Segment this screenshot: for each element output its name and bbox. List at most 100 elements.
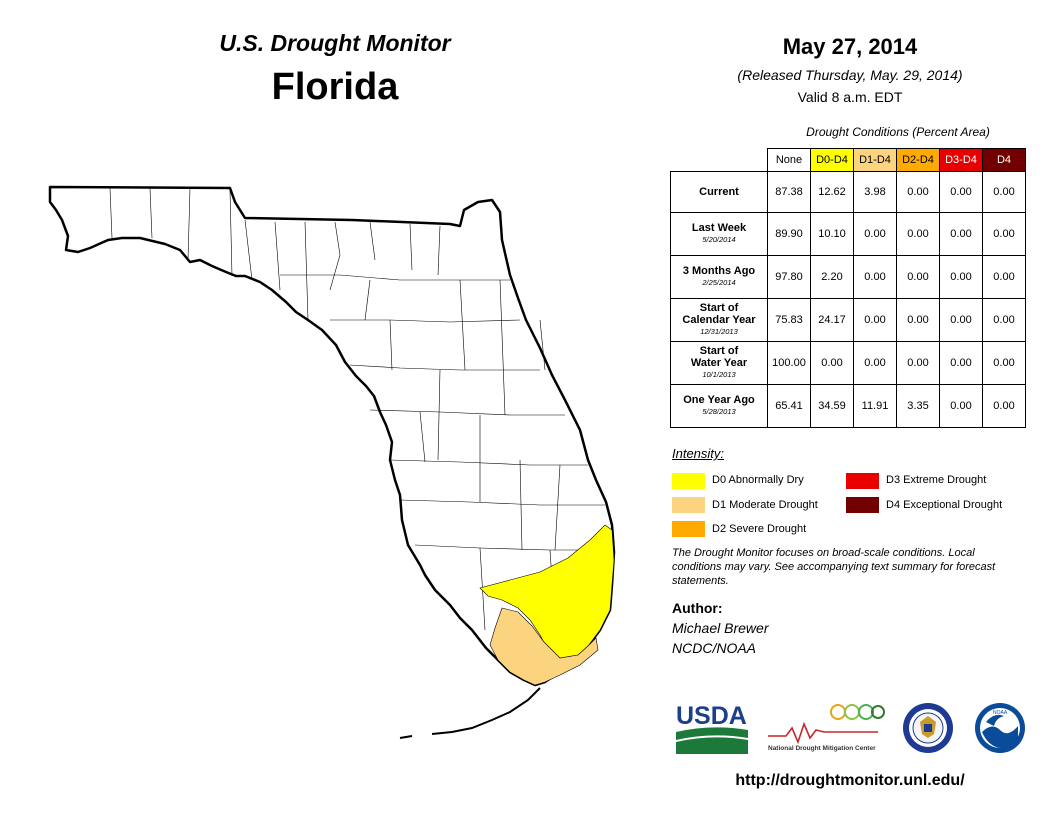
ndmc-logo-text: National Drought Mitigation Center [768,745,876,752]
row-label: One Year Ago 5/28/2013 [670,384,768,428]
table-body: Current 87.38 12.62 3.98 0.00 0.00 0.00 Last We… [670,171,1026,428]
table-cell: 0.00 [896,171,940,213]
table-cell: 0.00 [853,298,897,342]
table-row: Current 87.38 12.62 3.98 0.00 0.00 0.00 [670,171,1026,213]
row-label-text: Last Week [691,222,747,234]
table-cell: 0.00 [982,255,1026,299]
table-cell: 65.41 [767,384,811,428]
florida-map [48,185,616,739]
column-header: D2-D4 [896,148,940,172]
table-cell: 87.38 [767,171,811,213]
legend-swatch-d3 [846,473,879,489]
table-cell: 0.00 [939,212,983,256]
table-cell: 89.90 [767,212,811,256]
row-label: Current [670,171,768,213]
row-sublabel: 5/20/2014 [702,235,736,244]
table-cell: 3.98 [853,171,897,213]
legend-swatch-d0 [672,473,705,489]
table-cell: 0.00 [896,212,940,256]
table-cell: 0.00 [939,341,983,385]
table-cell: 0.00 [810,341,854,385]
table-cell: 11.91 [853,384,897,428]
legend-label-d2: D2 Severe Drought [712,523,807,535]
table-cell: 34.59 [810,384,854,428]
florida-keys [431,687,541,735]
table-cell: 10.10 [810,212,854,256]
row-sublabel: 10/1/2013 [702,370,736,379]
ndmc-logo[interactable]: National Drought Mitigation Center [766,700,886,754]
table-cell: 12.62 [810,171,854,213]
map-date: May 27, 2014 [782,34,918,59]
legend-label-d1: D1 Moderate Drought [712,499,818,511]
row-label: 3 Months Ago 2/25/2014 [670,255,768,299]
table-cell: 0.00 [939,384,983,428]
d0-abnormally-dry-area [479,524,615,659]
column-header: D4 [982,148,1026,172]
table-cell: 0.00 [896,255,940,299]
legend-swatch-d2 [672,521,705,537]
table-cell: 3.35 [896,384,940,428]
row-label: Last Week 5/20/2014 [670,212,768,256]
table-cell: 0.00 [853,341,897,385]
table-cell: 0.00 [982,298,1026,342]
table-cell: 0.00 [939,298,983,342]
usda-logo[interactable]: USDA [674,700,750,754]
author-org: NCDC/NOAA [672,640,757,656]
noaa-logo[interactable]: NOAA [974,702,1026,754]
row-label-text: Start of Water Year [690,345,748,369]
table-cell: 2.20 [810,255,854,299]
table-cell: 97.80 [767,255,811,299]
legend-swatch-d4 [846,497,879,513]
table-cell: 100.00 [767,341,811,385]
florida-keys-west [399,735,413,739]
column-header: None [767,148,811,172]
row-label: Start of Calendar Year 12/31/2013 [670,298,768,342]
table-caption: Drought Conditions (Percent Area) [806,125,990,139]
table-row: One Year Ago 5/28/2013 65.41 34.59 11.91 3.35… [670,384,1026,428]
row-sublabel: 12/31/2013 [700,327,738,336]
drought-conditions-table: None D0-D4 D1-D4 D2-D4 D3-D4 D4 Current 8… [670,148,1026,428]
table-cell: 0.00 [896,341,940,385]
table-cell: 0.00 [853,255,897,299]
row-sublabel: 2/25/2014 [702,278,736,287]
table-row: Last Week 5/20/2014 89.90 10.10 0.00 0.00 0.00… [670,212,1026,256]
website-link[interactable]: http://droughtmonitor.unl.edu/ [735,772,965,789]
florida-outline [48,185,616,687]
map-title: U.S. Drought Monitor [219,30,451,56]
row-label-text: Start of Calendar Year [682,302,756,326]
table-cell: 0.00 [939,171,983,213]
table-cell: 0.00 [853,212,897,256]
release-date: (Released Thursday, May. 29, 2014) [737,67,963,83]
column-header: D1-D4 [853,148,897,172]
row-label-text: One Year Ago [683,394,755,406]
column-header: D0-D4 [810,148,854,172]
usda-logo-text: USDA [676,702,747,730]
author-label: Author: [672,600,723,616]
disclaimer: The Drought Monitor focuses on broad-sca… [672,547,996,587]
row-label: Start of Water Year 10/1/2013 [670,341,768,385]
table-row: Start of Calendar Year 12/31/2013 75.83 24.… [670,298,1026,342]
table-cell: 0.00 [982,212,1026,256]
table-header-row: None D0-D4 D1-D4 D2-D4 D3-D4 D4 [671,148,1026,172]
table-cell: 0.00 [939,255,983,299]
row-sublabel: 5/28/2013 [702,407,736,416]
table-cell: 0.00 [982,384,1026,428]
table-cell: 0.00 [982,171,1026,213]
commerce-seal-logo[interactable] [902,702,954,754]
author-name: Michael Brewer [672,620,769,636]
valid-time: Valid 8 a.m. EDT [797,89,903,105]
legend-label-d3: D3 Extreme Drought [886,474,987,486]
table-cell: 24.17 [810,298,854,342]
legend-title: Intensity: [672,446,725,461]
table-row: Start of Water Year 10/1/2013 100.00 0.00 0.… [670,341,1026,385]
legend-swatch-d1 [672,497,705,513]
state-name: Florida [271,66,399,108]
table-cell: 75.83 [767,298,811,342]
legend-label-d0: D0 Abnormally Dry [712,474,804,486]
noaa-logo-text: NOAA [993,710,1008,716]
table-row: 3 Months Ago 2/25/2014 97.80 2.20 0.00 0.00 0.… [670,255,1026,299]
table-cell: 0.00 [982,341,1026,385]
row-label-text: Current [699,186,739,198]
d1-moderate-drought-area [489,607,599,686]
table-header-blank [671,149,768,172]
